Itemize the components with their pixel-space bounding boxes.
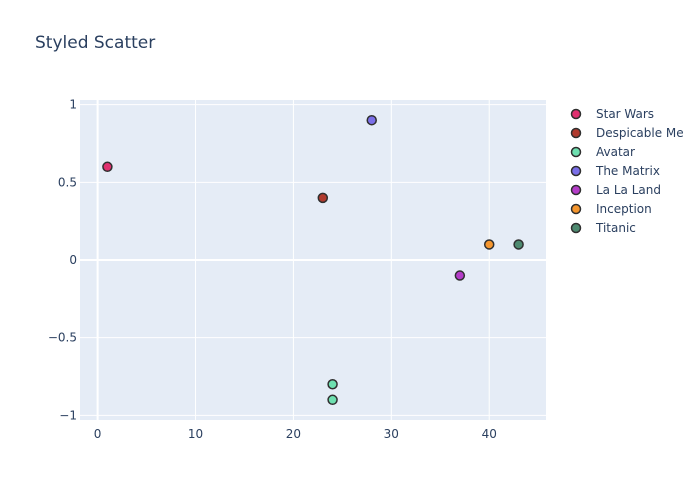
x-tick-label: 40 bbox=[482, 427, 497, 441]
chart-title: Styled Scatter bbox=[35, 33, 156, 53]
legend-item[interactable]: Avatar bbox=[570, 145, 636, 159]
legend-label: Inception bbox=[596, 202, 652, 216]
legend: Star Wars Despicable Me Avatar The Matrix La… bbox=[570, 107, 684, 235]
data-point bbox=[317, 192, 329, 204]
data-point bbox=[513, 239, 524, 250]
legend-label: Avatar bbox=[596, 145, 635, 159]
y-axis-ticks: 1 0.5 0 −0.5 −1 bbox=[48, 98, 77, 423]
x-tick-label: 0 bbox=[94, 427, 102, 441]
legend-marker bbox=[570, 127, 582, 139]
legend-item[interactable]: Titanic bbox=[570, 221, 636, 235]
legend-label: Titanic bbox=[595, 221, 636, 235]
data-point bbox=[102, 161, 113, 173]
legend-item[interactable]: Inception bbox=[570, 202, 652, 216]
legend-item[interactable]: Star Wars bbox=[570, 107, 655, 121]
legend-marker bbox=[570, 222, 582, 234]
legend-item[interactable]: Despicable Me bbox=[570, 126, 684, 140]
legend-marker bbox=[570, 108, 582, 120]
x-tick-label: 10 bbox=[188, 427, 203, 441]
data-point bbox=[327, 379, 338, 390]
data-point bbox=[327, 394, 338, 406]
legend-item[interactable]: The Matrix bbox=[570, 164, 660, 178]
data-point bbox=[454, 270, 466, 281]
x-axis-ticks: 0 10 20 30 40 bbox=[94, 427, 497, 441]
y-tick-label: −0.5 bbox=[48, 331, 77, 345]
y-tick-label: 0 bbox=[69, 253, 77, 267]
x-tick-label: 30 bbox=[384, 427, 399, 441]
data-point bbox=[366, 114, 377, 126]
y-gridlines bbox=[80, 104, 546, 416]
legend-label: La La Land bbox=[596, 183, 661, 197]
y-tick-label: 1 bbox=[69, 98, 77, 112]
legend-marker bbox=[570, 165, 582, 177]
legend-marker bbox=[570, 203, 582, 215]
legend-label: The Matrix bbox=[595, 164, 660, 178]
data-point bbox=[483, 239, 495, 250]
legend-item[interactable]: La La Land bbox=[570, 183, 661, 197]
legend-label: Despicable Me bbox=[596, 126, 684, 140]
legend-marker bbox=[570, 184, 582, 196]
legend-label: Star Wars bbox=[596, 107, 654, 121]
legend-marker bbox=[570, 146, 582, 158]
y-tick-label: 0.5 bbox=[58, 175, 77, 189]
y-tick-label: −1 bbox=[59, 408, 77, 422]
x-tick-label: 20 bbox=[286, 427, 301, 441]
data-points bbox=[102, 114, 524, 406]
